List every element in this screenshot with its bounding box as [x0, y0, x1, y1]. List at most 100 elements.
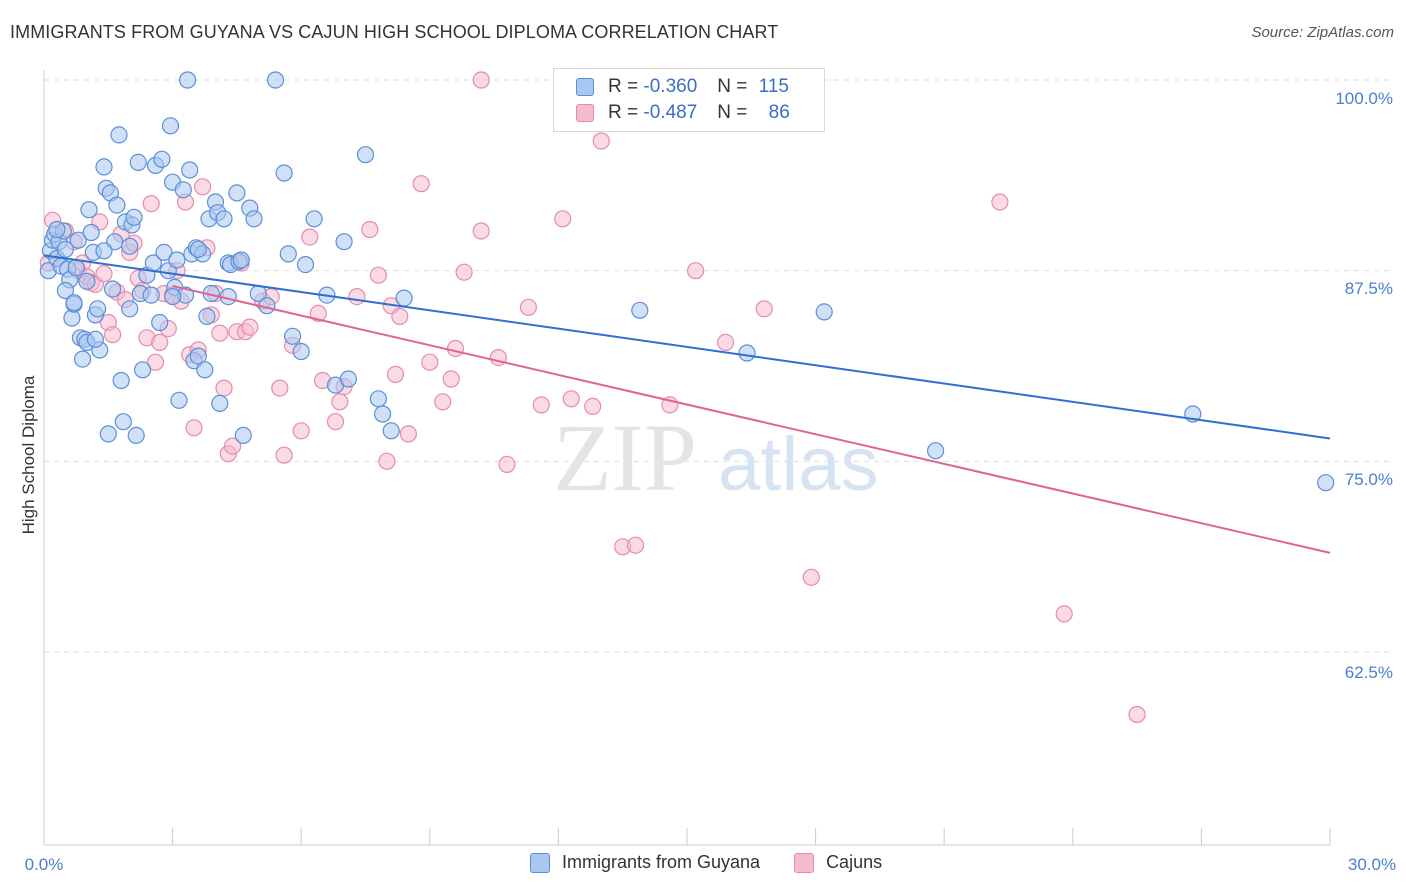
cajun-point	[626, 536, 645, 554]
y-tick-label-100: 100.0%	[1335, 89, 1393, 108]
guyana-point	[67, 259, 85, 277]
guyana-point	[245, 210, 263, 228]
cajun-point	[442, 370, 460, 388]
guyana-point	[95, 242, 113, 260]
cajun-point	[292, 422, 310, 440]
guyana-point	[121, 300, 139, 318]
guyana-point	[168, 251, 186, 269]
legend-r-label: R =	[608, 102, 639, 123]
cajun-point	[185, 419, 203, 437]
guyana-point	[279, 245, 297, 263]
cajun-point	[472, 222, 490, 240]
guyana-point	[335, 233, 353, 251]
guyana-point	[369, 390, 387, 408]
guyana-point	[170, 391, 188, 409]
guyana-point	[198, 307, 216, 325]
guyana-point	[926, 442, 945, 460]
cajun-point	[446, 339, 465, 358]
cajun-point	[241, 318, 259, 336]
legend-n-label: N =	[717, 102, 748, 123]
cajun-point	[211, 324, 229, 342]
guyana-point	[125, 208, 143, 226]
guyana-point	[86, 330, 105, 348]
cajun-point	[275, 446, 293, 464]
guyana-point	[99, 425, 117, 443]
cajun-point	[301, 228, 319, 246]
legend-n-value-guyana: 115	[758, 76, 789, 97]
legend-label-cajun: Cajuns	[826, 852, 883, 872]
cajun-point	[146, 353, 165, 371]
guyana-point	[65, 294, 83, 312]
x-tick-label-min: 0.0%	[25, 855, 64, 874]
cajun-point	[554, 210, 572, 228]
watermark: ZIP atlas	[553, 404, 879, 511]
guyana-point	[211, 394, 229, 412]
legend-r-value-guyana: -0.360	[643, 76, 698, 97]
guyana-point	[88, 300, 107, 318]
cajun-point	[532, 396, 550, 414]
watermark-atlas: atlas	[718, 422, 879, 507]
guyana-point	[339, 370, 357, 388]
trend-lines	[43, 254, 1331, 554]
y-axis-title: High School Diploma	[19, 375, 38, 534]
guyana-point	[395, 289, 413, 307]
guyana-point	[284, 327, 302, 345]
legend-r-label: R =	[608, 76, 639, 97]
guyana-point	[112, 371, 130, 390]
guyana-point	[234, 426, 252, 444]
cajun-point	[103, 326, 122, 344]
cajun-point	[215, 379, 233, 397]
cajun-point	[498, 455, 516, 473]
legend-r-value-cajun: -0.487	[643, 102, 698, 123]
guyana-point	[108, 196, 126, 214]
guyana-point	[161, 117, 180, 135]
legend-swatch-cajun	[794, 852, 815, 873]
cajun-point	[716, 333, 735, 351]
cajun-point	[326, 413, 345, 431]
guyana-point	[134, 361, 152, 379]
axes-layer	[43, 70, 1331, 846]
guyana-point	[1317, 474, 1335, 492]
guyana-point	[232, 251, 250, 269]
cajun-point	[802, 568, 820, 586]
cajun-point	[1128, 705, 1146, 724]
cajun-point	[348, 288, 366, 306]
y-tick-label-62-5: 62.5%	[1345, 663, 1393, 682]
guyana-point	[114, 413, 132, 431]
legend-row-cajun: R = -0.487 N = 86	[576, 100, 790, 126]
cajun-point	[271, 379, 289, 397]
tick-labels: 0.0% 30.0% 62.5% 75.0% 87.5% 100.0%	[25, 89, 1396, 874]
guyana-point	[215, 210, 233, 228]
guyana-point	[82, 223, 100, 242]
cajun-trend-line	[172, 284, 1331, 554]
cajun-point	[224, 437, 242, 455]
y-tick-label-75: 75.0%	[1345, 470, 1393, 489]
legend-item-cajun: Cajuns	[794, 852, 882, 873]
chart-title: IMMIGRANTS FROM GUYANA VS CAJUN HIGH SCH…	[10, 22, 779, 42]
guyana-trend-line	[43, 254, 1331, 440]
guyana-points	[39, 71, 1335, 492]
guyana-point	[292, 342, 310, 361]
cajun-point	[151, 333, 169, 351]
guyana-point	[164, 288, 182, 306]
cajun-point	[1055, 605, 1073, 623]
cajun-point	[686, 262, 705, 280]
cajun-point	[361, 220, 379, 239]
cajun-point	[755, 300, 773, 318]
cajun-point	[386, 365, 405, 383]
cajun-points	[39, 71, 1146, 724]
guyana-point	[73, 350, 92, 368]
cajun-point	[991, 193, 1009, 211]
cajun-point	[472, 71, 490, 89]
series-legend: Immigrants from Guyana Cajuns	[530, 852, 916, 873]
legend-n-value-cajun: 86	[768, 102, 790, 123]
cajun-point	[369, 266, 387, 284]
guyana-point	[275, 164, 293, 182]
guyana-point	[151, 313, 169, 332]
guyana-point	[80, 201, 98, 219]
legend-swatch-cajun	[576, 104, 594, 122]
legend-swatch-guyana	[576, 78, 594, 96]
guyana-point	[48, 220, 66, 239]
guyana-point	[296, 256, 315, 274]
